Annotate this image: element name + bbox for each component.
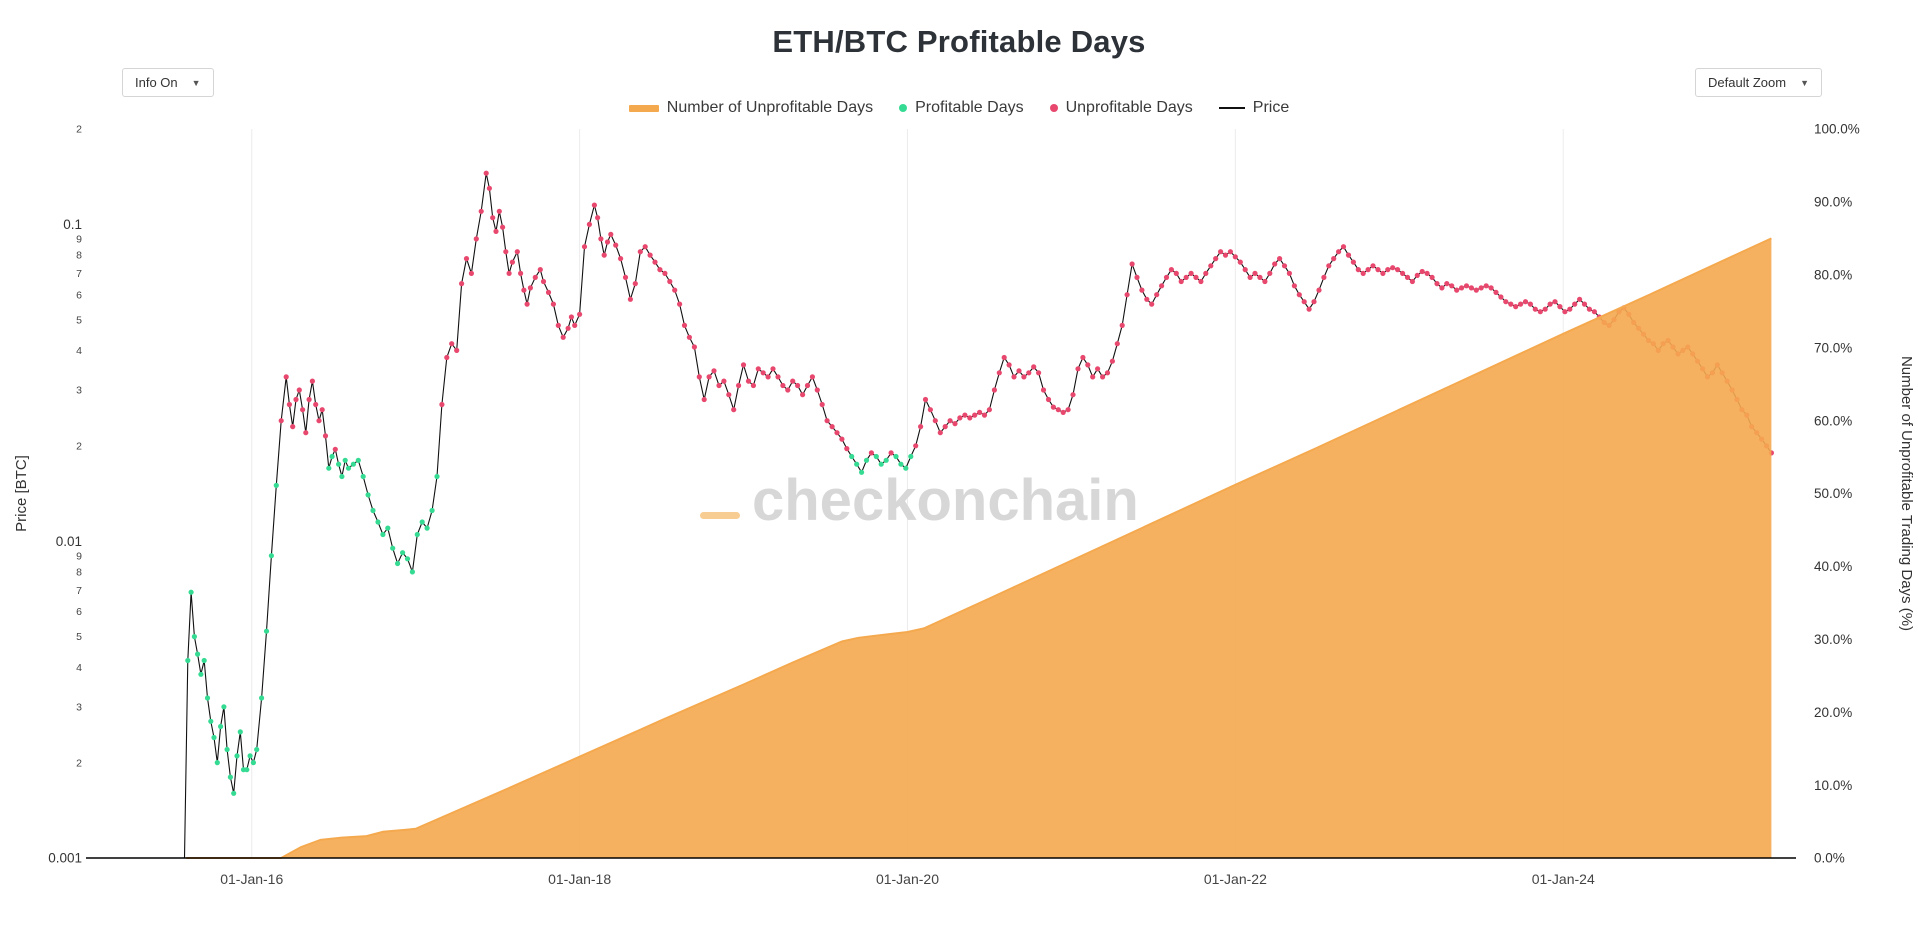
svg-text:7: 7 xyxy=(76,585,82,597)
svg-text:6: 6 xyxy=(76,289,82,301)
area-swatch xyxy=(628,104,659,112)
svg-text:70.0%: 70.0% xyxy=(1814,340,1852,355)
page-title: ETH/BTC Profitable Days xyxy=(772,24,1146,59)
axis-titles: Price [BTC] Number of Unprofitable Tradin… xyxy=(13,356,1915,631)
svg-text:01-Jan-18: 01-Jan-18 xyxy=(548,871,611,887)
svg-text:2: 2 xyxy=(76,440,82,452)
right-axis-ticks: 0.0% 10.0% 20.0% 30.0% 40.0% 50.0% 60.0% 70.0% 8… xyxy=(1814,122,1860,866)
svg-text:01-Jan-16: 01-Jan-16 xyxy=(220,871,283,887)
legend: Number of Unprofitable Days Profitable D… xyxy=(0,99,1918,117)
legend-label: Unprofitable Days xyxy=(1065,99,1193,116)
svg-text:9: 9 xyxy=(76,550,82,562)
svg-text:0.1: 0.1 xyxy=(63,217,82,232)
legend-item-profitable-days[interactable]: Profitable Days xyxy=(899,99,1024,117)
svg-text:01-Jan-22: 01-Jan-22 xyxy=(1204,871,1267,887)
svg-text:6: 6 xyxy=(76,606,82,618)
svg-text:Price [BTC]: Price [BTC] xyxy=(13,455,30,532)
svg-text:7: 7 xyxy=(76,268,82,280)
svg-text:8: 8 xyxy=(76,250,82,262)
svg-text:4: 4 xyxy=(76,345,82,357)
info-dropdown-label: Info On xyxy=(135,75,178,90)
svg-text:10.0%: 10.0% xyxy=(1814,778,1852,793)
line-swatch xyxy=(1218,107,1245,109)
price-markers xyxy=(185,170,1774,796)
svg-text:2: 2 xyxy=(76,757,82,769)
red-dot-swatch xyxy=(1049,104,1058,112)
unprofitable-days-area xyxy=(186,237,1772,859)
svg-text:100.0%: 100.0% xyxy=(1814,122,1860,137)
chevron-down-icon: ▼ xyxy=(1800,77,1809,88)
left-axis-ticks: 0.1 0.01 0.001 2 9 8 7 6 5 4 3 2 9 8 7 6 5 4 3 2 xyxy=(48,124,82,866)
watermark: checkonchain xyxy=(700,468,1139,533)
svg-text:3: 3 xyxy=(76,385,82,397)
svg-text:2: 2 xyxy=(76,124,82,136)
svg-text:01-Jan-24: 01-Jan-24 xyxy=(1532,871,1595,887)
svg-text:Number of Unprofitable Trading: Number of Unprofitable Trading Days (%) xyxy=(1898,356,1915,631)
legend-item-unprofitable-days-count[interactable]: Number of Unprofitable Days xyxy=(628,99,874,117)
svg-text:checkonchain: checkonchain xyxy=(752,468,1139,533)
zoom-dropdown[interactable]: Default Zoom ▼ xyxy=(1695,68,1822,97)
svg-text:40.0%: 40.0% xyxy=(1814,559,1852,574)
x-axis-ticks: 01-Jan-16 01-Jan-18 01-Jan-20 01-Jan-22 01-J… xyxy=(220,871,1595,887)
svg-text:90.0%: 90.0% xyxy=(1814,195,1852,210)
svg-text:01-Jan-20: 01-Jan-20 xyxy=(876,871,939,887)
svg-text:0.0%: 0.0% xyxy=(1814,851,1845,866)
legend-label: Profitable Days xyxy=(915,99,1024,116)
info-dropdown[interactable]: Info On ▼ xyxy=(122,68,214,97)
svg-text:30.0%: 30.0% xyxy=(1814,632,1852,647)
svg-text:0.01: 0.01 xyxy=(56,534,82,549)
svg-text:80.0%: 80.0% xyxy=(1814,268,1852,283)
green-dot-swatch xyxy=(899,104,908,112)
svg-text:9: 9 xyxy=(76,234,82,246)
svg-text:0.001: 0.001 xyxy=(48,851,82,866)
svg-text:5: 5 xyxy=(76,314,82,326)
svg-text:50.0%: 50.0% xyxy=(1814,486,1852,501)
legend-label: Price xyxy=(1252,99,1290,116)
svg-text:60.0%: 60.0% xyxy=(1814,413,1852,428)
svg-text:5: 5 xyxy=(76,631,82,643)
legend-item-unprofitable-days[interactable]: Unprofitable Days xyxy=(1049,99,1193,117)
legend-item-price[interactable]: Price xyxy=(1218,99,1290,117)
svg-text:8: 8 xyxy=(76,567,82,579)
chevron-down-icon: ▼ xyxy=(191,77,201,88)
svg-text:3: 3 xyxy=(76,702,82,714)
svg-text:4: 4 xyxy=(76,662,82,674)
zoom-dropdown-label: Default Zoom xyxy=(1708,75,1787,90)
legend-label: Number of Unprofitable Days xyxy=(666,99,874,116)
svg-text:20.0%: 20.0% xyxy=(1814,705,1852,720)
